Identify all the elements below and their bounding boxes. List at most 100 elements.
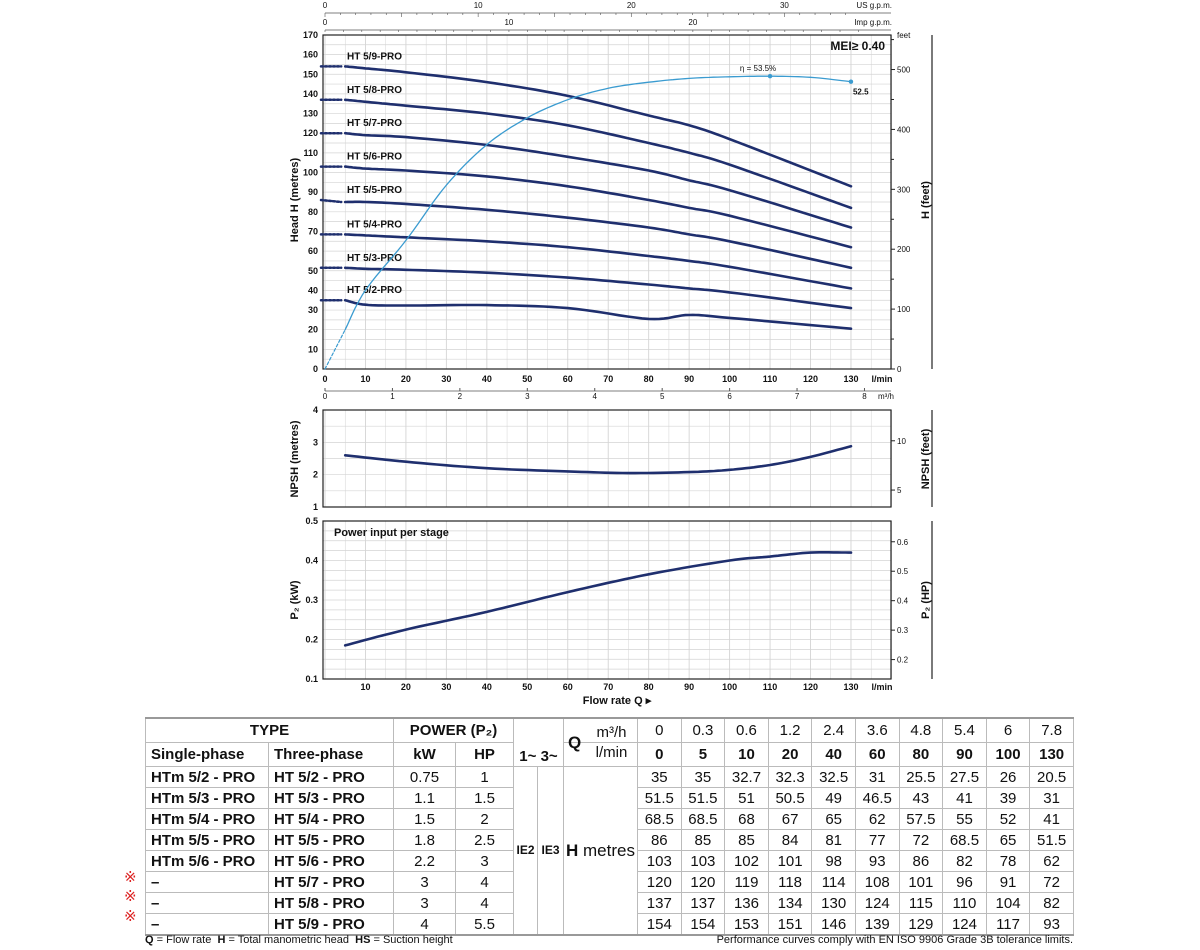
three-phase-model: HT 5/9 - PRO (268, 913, 394, 936)
power-x-tick-label: 30 (441, 682, 451, 692)
power-hp: 3 (455, 850, 514, 872)
footer-legend: Q = Flow rate H = Total manometric head … (145, 934, 453, 946)
head-value: 50.5 (767, 787, 813, 809)
single-phase-model: HTm 5/2 - PRO (145, 766, 269, 788)
hp-tick-label: 0.3 (897, 626, 909, 635)
feet-unit: feet (897, 31, 911, 40)
power-x-unit: l/min (871, 682, 892, 692)
head-y-tick-label: 30 (308, 305, 318, 315)
head-x-tick-label: 90 (684, 374, 694, 384)
table-row: HTm 5/2 - PRO HT 5/2 - PRO 0.75 1 IE2 IE3 H me… (145, 766, 1074, 936)
head-y-tick-label: 140 (303, 89, 318, 99)
curve-label: HT 5/2-PRO (347, 285, 402, 296)
power-y-tick-label: 0.5 (305, 516, 318, 526)
head-x-unit: l/min (871, 374, 892, 384)
power-kw: 1.8 (393, 829, 456, 851)
head-value: 65 (811, 808, 856, 830)
curve-ht-5-3-pro (343, 266, 853, 310)
power-y-tick-label: 0.4 (305, 556, 318, 566)
m3h-cell: 7.8 (1029, 717, 1074, 743)
head-x-tick-label: 50 (522, 374, 532, 384)
head-value: 103 (637, 850, 682, 872)
ie3-label: IE3 (537, 766, 564, 936)
head-value: 43 (898, 787, 944, 809)
h-symbol: H (566, 841, 579, 860)
m3h-cell: 6 (985, 717, 1031, 743)
head-y-tick-label: 80 (308, 207, 318, 217)
three-phase-model: HT 5/7 - PRO (268, 871, 394, 893)
power-x-tick-label: 20 (401, 682, 411, 692)
hp-tick-label: 0.4 (897, 597, 909, 606)
three-phase-model: HT 5/3 - PRO (268, 787, 394, 809)
head-value: 124 (942, 913, 987, 936)
curve-label: HT 5/6-PRO (347, 152, 402, 163)
head-value: 120 (680, 871, 726, 893)
three-phase-model: HT 5/8 - PRO (268, 892, 394, 914)
three-phase-model: HT 5/5 - PRO (268, 829, 394, 851)
head-value: 86 (637, 829, 682, 851)
m3h-cell: 0.6 (724, 717, 769, 743)
head-value: 62 (1029, 850, 1074, 872)
efficiency-peak-label: η = 53.5% (740, 64, 776, 73)
power-kw: 2.2 (393, 850, 456, 872)
head-y-tick-label: 110 (303, 148, 318, 158)
curve-ht-5-6-pro (343, 165, 853, 249)
table-row: – HT 5/8 - PRO 3 4 137 137 136 134 130 124 115 110 1… (145, 892, 1074, 914)
head-y-tick-label: 170 (303, 30, 318, 40)
head-value: 77 (854, 829, 900, 851)
feet-tick-label: 200 (897, 245, 911, 254)
power-kw: 1.5 (393, 808, 456, 830)
head-value: 137 (680, 892, 726, 914)
head-value: 117 (985, 913, 1031, 936)
head-value: 32.5 (811, 766, 856, 788)
note-mark-icon: ※ (124, 868, 137, 886)
m3h-tick-label: 0 (323, 392, 328, 401)
head-value: 93 (854, 850, 900, 872)
head-value: 85 (724, 829, 769, 851)
single-phase-model: HTm 5/3 - PRO (145, 787, 269, 809)
head-value: 57.5 (898, 808, 944, 830)
lmin-cell: 130 (1029, 742, 1074, 767)
head-value: 136 (724, 892, 769, 914)
head-value: 154 (637, 913, 682, 936)
legend-q-text: = Flow rate (153, 934, 218, 946)
power-y-tick-label: 0.3 (305, 595, 318, 605)
head-y-tick-label: 130 (303, 109, 318, 119)
m3h-cell: 5.4 (942, 717, 987, 743)
m3h-tick-label: 3 (525, 392, 530, 401)
head-value: 49 (811, 787, 856, 809)
lmin-cell: 10 (724, 742, 769, 767)
curve-label: HT 5/8-PRO (347, 85, 402, 96)
header-m3h: m³/h (564, 723, 637, 743)
footer-compliance-note: Performance curves comply with EN ISO 99… (716, 934, 1073, 946)
head-value: 91 (985, 871, 1031, 893)
power-hp: 2 (455, 808, 514, 830)
curve-ht-5-7-pro (343, 131, 853, 229)
metres-unit: metres (578, 841, 635, 860)
head-value: 52 (985, 808, 1031, 830)
hp-tick-label: 0.5 (897, 567, 909, 576)
power-x-tick-label: 50 (522, 682, 532, 692)
power-x-tick-label: 40 (482, 682, 492, 692)
m3h-tick-label: 4 (593, 392, 598, 401)
note-mark-icon: ※ (124, 908, 137, 926)
head-value: 102 (724, 850, 769, 872)
m3h-tick-label: 7 (795, 392, 800, 401)
power-kw: 3 (393, 871, 456, 893)
legend-q: Q (145, 934, 154, 946)
head-y-tick-label: 150 (303, 69, 318, 79)
npsh-y-tick-label: 4 (313, 405, 318, 415)
head-y-tick-label: 100 (303, 168, 318, 178)
head-x-tick-label: 70 (603, 374, 613, 384)
lmin-cell: 80 (898, 742, 944, 767)
curve-ht-5-8-pro (343, 98, 853, 210)
head-value: 120 (637, 871, 682, 893)
head-y-tick-label: 10 (308, 344, 318, 354)
head-value: 68.5 (680, 808, 726, 830)
curve-label: HT 5/7-PRO (347, 118, 402, 129)
header-single-phase: Single-phase (145, 742, 269, 767)
power-hp: 4 (455, 871, 514, 893)
head-x-tick-label: 120 (803, 374, 818, 384)
power-x-tick-label: 110 (763, 682, 778, 692)
